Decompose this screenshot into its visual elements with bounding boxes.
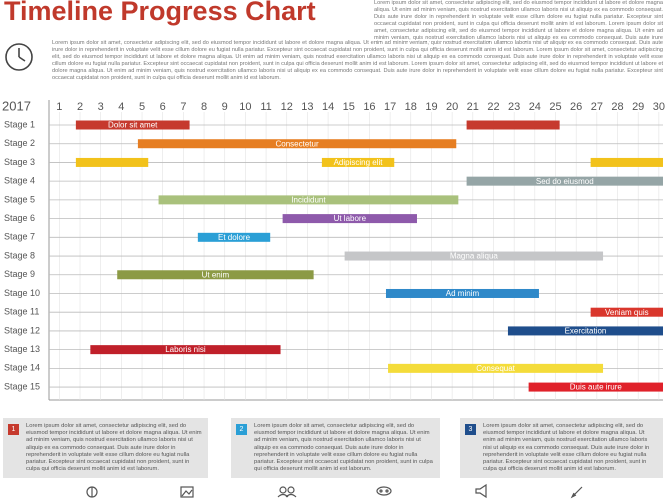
x-tick-label: 24	[529, 101, 541, 113]
y-tick-label: Stage 7	[4, 232, 35, 242]
bar	[90, 345, 281, 355]
y-tick-label: Stage 6	[4, 213, 35, 223]
x-tick-label: 27	[591, 101, 603, 113]
header-text: Lorem ipsum dolor sit amet, consectetur …	[374, 0, 663, 42]
x-tick-label: 29	[632, 101, 644, 113]
x-tick-label: 26	[570, 101, 582, 113]
bar-label: Incididunt	[291, 195, 326, 204]
y-tick-label: Stage 4	[4, 176, 35, 186]
bar	[321, 157, 395, 167]
bar	[282, 214, 417, 224]
y-tick-label: Stage 3	[4, 157, 35, 167]
note-number: 2	[236, 424, 247, 435]
bar	[590, 307, 663, 317]
x-tick-label: 7	[180, 101, 186, 113]
x-tick-label: 20	[446, 101, 458, 113]
x-tick-label: 3	[98, 101, 104, 113]
year-label: 2017	[2, 98, 31, 113]
bar	[507, 326, 663, 336]
x-tick-label: 2	[77, 101, 83, 113]
y-tick-label: Stage 13	[4, 344, 40, 354]
y-tick-label: Stage 14	[4, 363, 40, 373]
bar	[385, 288, 539, 298]
x-tick-label: 28	[611, 101, 623, 113]
bar	[466, 120, 560, 130]
x-tick-label: 1	[56, 101, 62, 113]
y-tick-label: Stage 1	[4, 119, 35, 129]
bar-label: Laboris nisi	[165, 345, 206, 354]
bar-label: Ad minim	[446, 289, 480, 298]
bar-label: Exercitation	[565, 327, 607, 336]
x-tick-label: 22	[487, 101, 499, 113]
x-tick-label: 18	[405, 101, 417, 113]
x-tick-label: 6	[160, 101, 166, 113]
x-tick-label: 21	[467, 101, 479, 113]
x-tick-label: 15	[343, 101, 355, 113]
bar-label: Sed do eiusmod	[536, 177, 594, 186]
y-tick-label: Stage 2	[4, 138, 35, 148]
note-number: 3	[465, 424, 476, 435]
clock-icon	[5, 43, 33, 71]
bar	[75, 157, 149, 167]
bar	[388, 363, 604, 373]
bar	[158, 195, 459, 205]
y-tick-label: Stage 12	[4, 325, 40, 335]
y-tick-label: Stage 9	[4, 269, 35, 279]
bar-label: Duis aute irure	[570, 383, 623, 392]
bar-label: Ut labore	[334, 214, 367, 223]
x-tick-label: 4	[118, 101, 124, 113]
bar	[117, 270, 314, 280]
bar	[75, 120, 190, 130]
bar-label: Magna aliqua	[450, 252, 499, 261]
note-number: 1	[8, 424, 19, 435]
x-tick-label: 11	[260, 101, 271, 113]
note-box: 3 Lorem ipsum dolor sit amet, consectetu…	[460, 418, 663, 478]
note-text: Lorem ipsum dolor sit amet, consectetur …	[483, 423, 650, 473]
x-tick-label: 16	[363, 101, 375, 113]
x-tick-label: 13	[301, 101, 313, 113]
bar-label: Consequat	[476, 364, 515, 373]
x-tick-label: 14	[322, 101, 334, 113]
x-tick-label: 12	[281, 101, 293, 113]
x-tick-label: 25	[549, 101, 561, 113]
y-tick-label: Stage 10	[4, 288, 40, 298]
bar-label: Adipiscing elit	[334, 158, 384, 167]
intro-text: Lorem ipsum dolor sit amet, consectetur …	[52, 40, 663, 80]
x-tick-label: 19	[425, 101, 437, 113]
note-text: Lorem ipsum dolor sit amet, consectetur …	[254, 423, 433, 473]
y-tick-label: Stage 8	[4, 250, 35, 260]
bar	[466, 176, 663, 186]
y-tick-label: Stage 5	[4, 194, 35, 204]
x-tick-label: 8	[201, 101, 207, 113]
bottom-icons	[86, 483, 583, 499]
bar	[590, 157, 663, 167]
bar	[137, 139, 457, 149]
x-tick-label: 9	[222, 101, 228, 113]
note-box: 2 Lorem ipsum dolor sit amet, consectetu…	[231, 418, 440, 478]
y-tick-label: Stage 15	[4, 381, 40, 391]
y-tick-label: Stage 11	[4, 307, 39, 317]
x-tick-label: 17	[384, 101, 396, 113]
bar-label: Ut enim	[202, 270, 230, 279]
x-tick-label: 5	[139, 101, 145, 113]
x-tick-label: 23	[508, 101, 520, 113]
bar-label: Veniam quis	[605, 308, 649, 317]
bar	[197, 232, 271, 242]
note-text: Lorem ipsum dolor sit amet, consectetur …	[26, 423, 202, 473]
bar	[528, 382, 663, 392]
bar-label: Et dolore	[218, 233, 251, 242]
chart-title: Timeline Progress Chart	[4, 0, 316, 26]
bar-label: Dolor sit amet	[108, 121, 158, 130]
note-box: 1 Lorem ipsum dolor sit amet, consectetu…	[3, 418, 208, 478]
bar	[344, 251, 604, 261]
bar-label: Consectetur	[276, 139, 319, 148]
x-tick-label: 30	[653, 101, 665, 113]
x-tick-label: 10	[239, 101, 251, 113]
